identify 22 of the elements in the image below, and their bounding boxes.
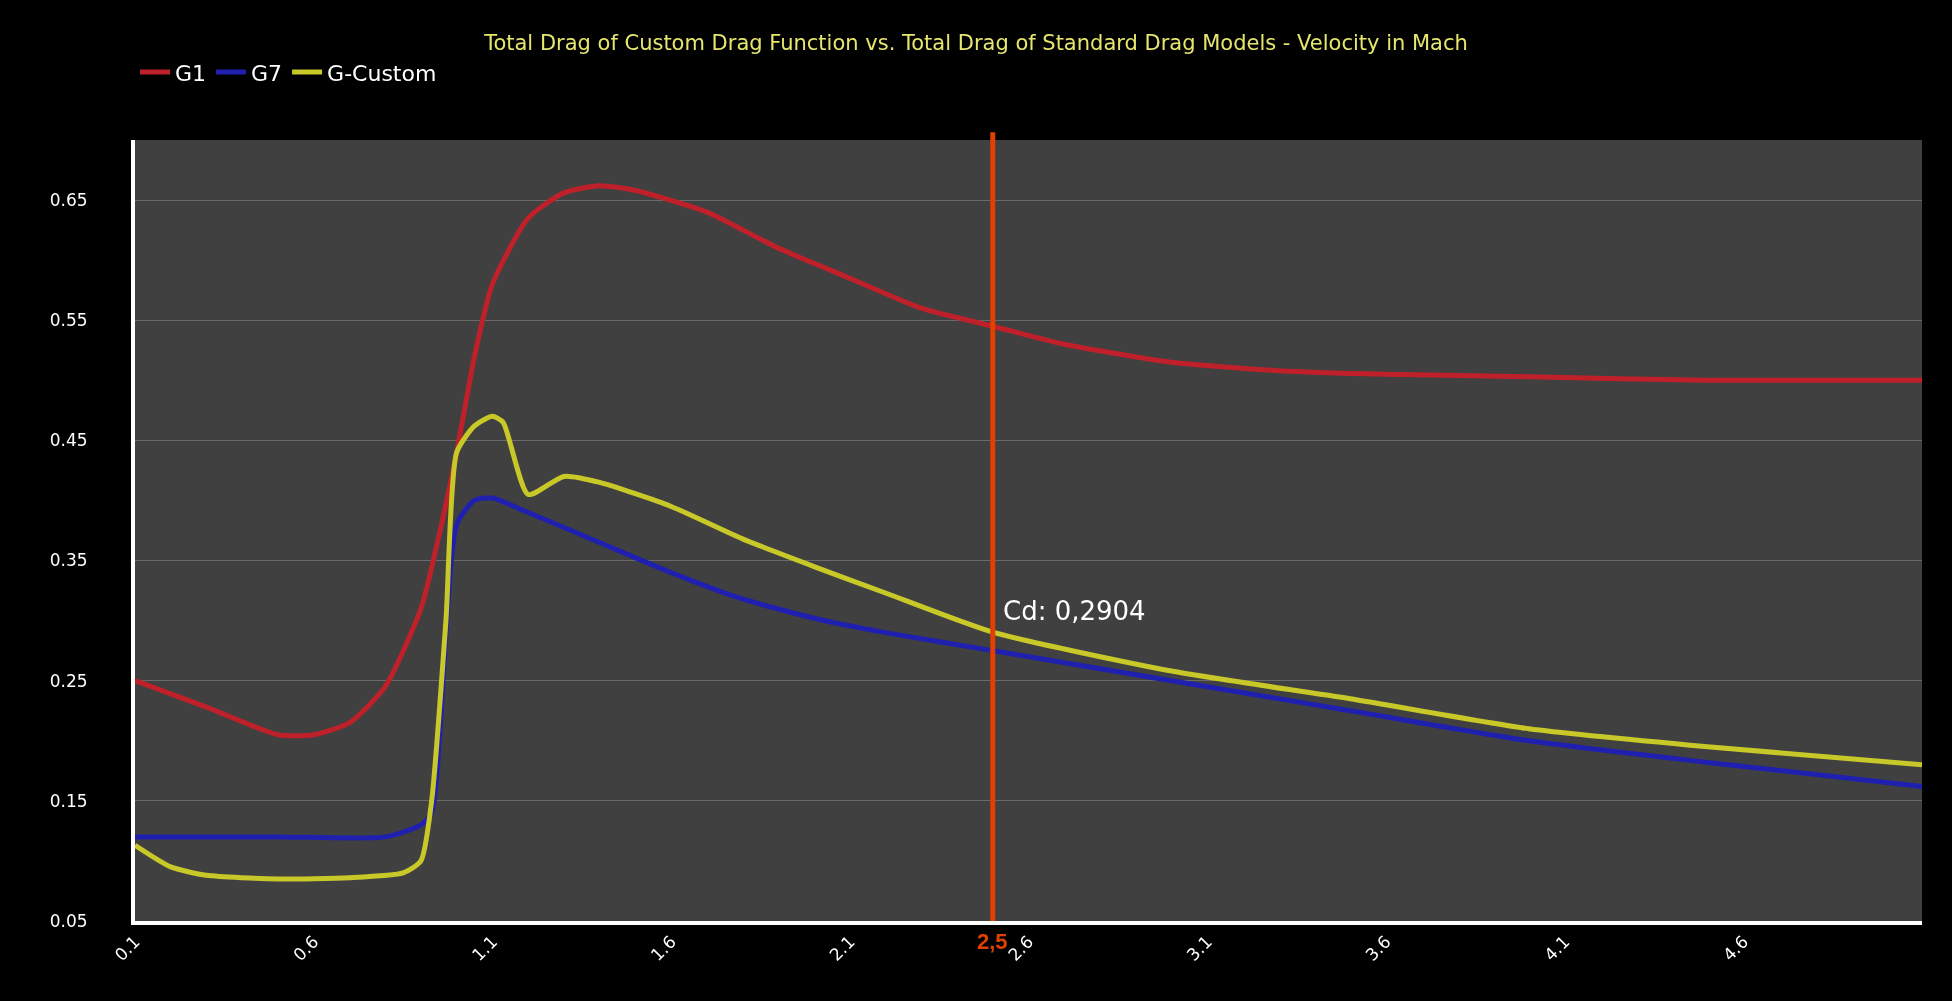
y-tick-label: 0.55 <box>49 310 88 331</box>
x-tick-label: 0.6 <box>289 931 323 965</box>
legend-label: G1 <box>175 60 207 86</box>
annotation: Cd: 0,2904 <box>1003 596 1146 626</box>
x-tick-label: 4.1 <box>1540 931 1574 965</box>
y-tick-label: 0.15 <box>49 790 88 811</box>
x-tick-label: 1.6 <box>646 931 680 965</box>
x-tick-label: 0.1 <box>110 931 144 965</box>
y-tick-label: 0.65 <box>49 190 88 211</box>
y-tick-label: 0.35 <box>49 550 88 571</box>
x-tick-label: 1.1 <box>467 931 502 965</box>
x-tick-label: 3.6 <box>1361 931 1395 965</box>
chart-title: Total Drag of Custom Drag Function vs. Total Drag of Standard Drag Models - Velocity in Mach <box>483 30 1468 55</box>
legend-label: G7 <box>251 60 283 86</box>
legend-label: G-Custom <box>327 60 437 86</box>
x-tick-label: 4.6 <box>1718 931 1753 965</box>
y-tick-label: 0.05 <box>49 910 88 931</box>
y-tick-label: 0.45 <box>49 430 88 451</box>
y-tick-label: 0.25 <box>49 670 88 691</box>
x-tick-label: 2.1 <box>825 931 859 965</box>
ref-line-label: 2,5 <box>977 929 1008 954</box>
x-tick-label: 3.1 <box>1182 931 1217 965</box>
